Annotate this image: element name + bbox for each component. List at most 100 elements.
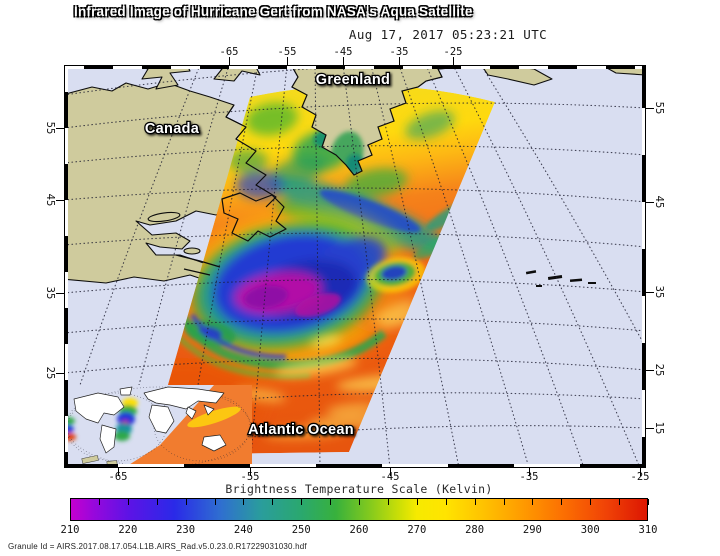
colorbar-tick-label: 240 (233, 524, 253, 536)
axis-label-right: 25 (653, 363, 665, 377)
axis-tick-right (646, 202, 654, 203)
axis-label-top: -55 (277, 46, 297, 58)
map-graphic: Canada Greenland Atlantic Ocean (64, 65, 646, 468)
axis-label-right: 55 (653, 101, 665, 115)
colorbar-tick (474, 499, 476, 505)
figure-title: Infrared Image of Hurricane Gert from NA… (74, 4, 473, 19)
graticule-parallel (64, 425, 646, 459)
axis-tick-right (646, 428, 654, 429)
axis-tick-top (229, 57, 230, 65)
colorbar-tick (70, 499, 71, 505)
coastline-overdraw (175, 104, 287, 276)
axis-label-bottom: -45 (380, 471, 400, 483)
axis-label-right: 15 (653, 421, 665, 435)
axis-label-top: -45 (333, 46, 353, 58)
axis-tick-top (343, 57, 344, 65)
label-canada: Canada (145, 121, 200, 137)
map-plot: Canada Greenland Atlantic Ocean (64, 65, 646, 468)
anticosti-island (147, 211, 181, 223)
axis-tick-top (399, 57, 400, 65)
colorbar-tick-label: 280 (465, 524, 485, 536)
inset-continents (73, 386, 227, 454)
graticule-meridian (480, 65, 646, 350)
axis-tick-bottom (390, 468, 391, 476)
colorbar-tick (243, 499, 245, 505)
axis-tick-left (56, 293, 64, 294)
graticule-meridian (117, 65, 230, 468)
colorbar-tick (359, 499, 360, 505)
graticule-grid (64, 65, 646, 468)
newfoundland-coast (221, 192, 287, 242)
axis-label-top: -25 (443, 46, 463, 58)
granule-id-text: Granule Id = AIRS.2017.08.17.054.L1B.AIR… (8, 542, 307, 551)
axis-label-right: 35 (653, 285, 665, 299)
colorbar-tick-label: 270 (407, 524, 427, 536)
axis-label-bottom: -65 (108, 471, 128, 483)
graticule-parallel (64, 232, 646, 248)
graticule-parallel (64, 357, 646, 374)
axis-tick-bottom (640, 468, 641, 476)
colorbar-tick (503, 499, 505, 505)
graticule-parallel (64, 102, 646, 129)
axis-label-left: 45 (44, 193, 56, 207)
label-greenland: Greenland (316, 72, 390, 88)
inset-world-map (64, 385, 252, 468)
colorbar-tick (619, 499, 621, 505)
colorbar-title: Brightness Temperature Scale (Kelvin) (225, 482, 493, 496)
graticule-meridian (370, 65, 460, 468)
graticule-parallel (64, 392, 646, 416)
colorbar-tick (416, 499, 418, 505)
axis-tick-left (56, 128, 64, 129)
colorbar-tick (214, 499, 216, 505)
axis-tick-bottom (118, 468, 119, 476)
colorbar-tick (301, 499, 303, 505)
axis-label-left: 25 (44, 366, 56, 380)
axis-label-left: 55 (44, 121, 56, 135)
colorbar-tick (98, 499, 100, 505)
colorbar-tick (445, 499, 447, 505)
axis-tick-left (56, 200, 64, 201)
observation-timestamp: Aug 17, 2017 05:23:21 UTC (348, 27, 548, 42)
graticule-meridian (398, 65, 530, 468)
graticule-parallel (64, 145, 646, 164)
colorbar-tick (185, 499, 187, 505)
colorbar-tick (532, 499, 534, 505)
axis-tick-right (646, 292, 654, 293)
pei-island (183, 247, 201, 255)
colorbar-tick (272, 499, 274, 505)
graticule-parallel (64, 278, 646, 294)
colorbar-tick-label: 220 (118, 524, 138, 536)
colorbar-tick-label: 250 (291, 524, 311, 536)
axis-tick-bottom (250, 468, 251, 476)
axis-tick-left (56, 373, 64, 374)
azores-islands (525, 270, 596, 287)
axis-tick-bottom (529, 468, 530, 476)
graticule-meridian (452, 65, 641, 468)
colorbar-tick-label: 310 (638, 524, 658, 536)
axis-tick-top (287, 57, 288, 65)
colorbar-tick-label: 300 (580, 524, 600, 536)
axis-label-right: 45 (653, 195, 665, 209)
colorbar-tick (561, 499, 563, 505)
graticule-meridian (314, 65, 321, 468)
colorbar-tick-label: 260 (349, 524, 369, 536)
graticule-parallel (64, 187, 646, 203)
label-atlantic-ocean: Atlantic Ocean (248, 422, 354, 438)
axis-tick-right (646, 370, 654, 371)
colorbar-tick (156, 499, 158, 505)
graticule-parallel (64, 318, 646, 334)
graticule-meridian (183, 65, 259, 468)
axis-label-bottom: -35 (519, 471, 539, 483)
colorbar-tick-label: 210 (60, 524, 80, 536)
axis-label-left: 35 (44, 286, 56, 300)
colorbar-tick (590, 499, 592, 505)
axis-tick-right (646, 108, 654, 109)
axis-tick-top (453, 57, 454, 65)
colorbar-tick (387, 499, 389, 505)
colorbar-tick-label: 230 (176, 524, 196, 536)
colorbar-tick (127, 499, 129, 505)
axis-label-top: -35 (389, 46, 409, 58)
map-frame (64, 65, 646, 468)
axis-label-top: -65 (219, 46, 239, 58)
